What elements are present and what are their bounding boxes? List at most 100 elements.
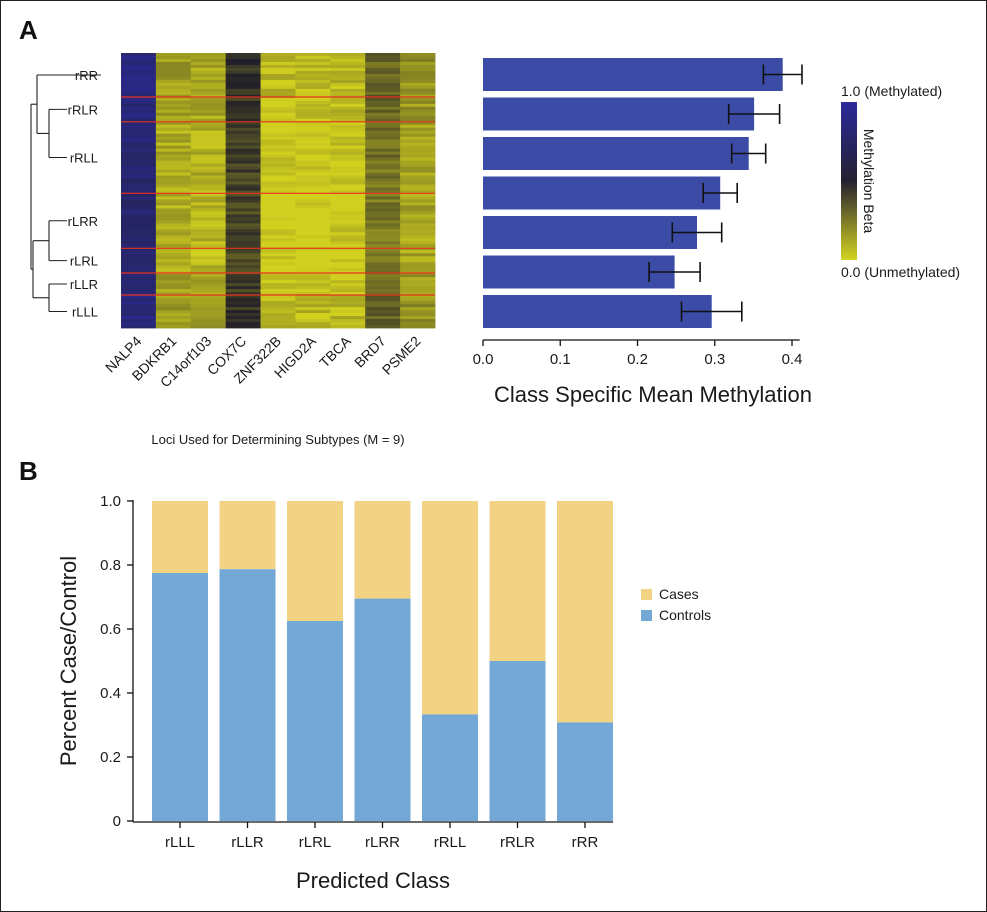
heatmap-cell [365,160,401,164]
heatmap-cell [121,208,157,212]
heatmap-cell [121,85,157,90]
bar-x-tick-label: 0.0 [473,351,494,368]
heatmap-cell [400,316,436,320]
heatmap-x-axis-title: Loci Used for Determining Subtypes (M = … [151,432,404,447]
heatmap-cell [295,53,331,57]
heatmap-cell [330,262,366,266]
mean-methylation-bar [483,176,721,210]
heatmap-cell [121,217,157,221]
heatmap-cell [155,160,192,164]
heatmap-cell [260,109,296,114]
heatmap-cell [330,307,366,311]
stack-legend-label: Controls [659,607,711,623]
heatmap-cell [365,277,401,281]
heatmap-cell [155,187,192,191]
heatmap-cell [190,79,227,84]
heatmap-cell [400,211,436,215]
heatmap-cell [365,157,401,162]
heatmap-cell [365,181,401,185]
dendrogram-leaf-label: rLRL [70,254,98,269]
heatmap-cell [330,124,366,129]
heatmap-cell [330,241,366,245]
heatmap-cell [295,181,331,185]
heatmap-cell [121,103,157,108]
heatmap-cell [155,91,192,96]
heatmap-cell [400,292,436,296]
heatmap-cell [400,103,436,108]
heatmap-cell [400,259,436,263]
controls-bar-segment [557,722,613,821]
heatmap-cell [121,118,157,123]
heatmap-cell [155,199,192,203]
heatmap-cell [260,88,296,93]
heatmap-cell [400,181,436,185]
heatmap-cell [190,202,227,206]
heatmap-cell [400,223,436,227]
heatmap-cell [121,55,157,60]
heatmap-cell [190,280,227,284]
heatmap-cell [330,73,366,78]
heatmap-cell [121,73,157,78]
heatmap-cell [260,76,296,81]
heatmap-cell [155,103,192,108]
heatmap-cell [155,175,192,179]
heatmap-cell [121,220,157,224]
heatmap-cell [365,211,401,215]
heatmap-cell [260,211,296,215]
heatmap-cell [260,91,296,96]
heatmap-cell [190,181,227,185]
heatmap-cell [295,283,331,287]
heatmap-cell [121,250,157,254]
heatmap-cell [190,166,227,170]
heatmap-cell [155,79,192,84]
heatmap-cell [260,217,296,221]
heatmap-cell [365,199,401,203]
heatmap-cell [365,322,401,326]
heatmap-cell [225,61,261,66]
heatmap-cell [400,76,436,81]
heatmap-cell [365,109,401,114]
heatmap-cell [155,67,192,72]
heatmap-cell [295,313,331,317]
heatmap-cell [365,298,401,302]
heatmap-cell [155,127,192,132]
heatmap-cell [190,136,227,141]
heatmap-cell [155,106,192,111]
heatmap-cell [365,250,401,254]
heatmap-cell [225,247,261,251]
heatmap-cell [295,151,331,156]
heatmap-cell [155,217,192,221]
heatmap-cell [365,148,401,153]
heatmap-cell [190,193,227,197]
heatmap-cell [295,172,331,176]
heatmap-cell [190,205,227,209]
heatmap-cell [295,247,331,251]
heatmap-cell [400,139,436,144]
heatmap-cell [260,64,296,69]
heatmap-cell [330,136,366,141]
heatmap-cell [365,154,401,159]
heatmap-cell [295,316,331,320]
heatmap-cell [190,184,227,188]
heatmap-cell [400,53,436,57]
heatmap-cell [121,262,157,266]
heatmap-cell [155,73,192,78]
heatmap-cell [365,226,401,230]
heatmap-cell [225,196,261,200]
heatmap-cell [190,130,227,135]
heatmap-cell [295,301,331,305]
heatmap-cell [295,58,331,63]
heatmap-cell [330,286,366,290]
heatmap-cell [260,322,296,326]
heatmap-cell [190,301,227,305]
heatmap-cell [121,109,157,114]
heatmap-cell [400,136,436,141]
heatmap-cell [365,310,401,314]
heatmap-cell [155,268,192,272]
heatmap-cell [155,151,192,156]
heatmap-cell [295,193,331,197]
heatmap-cell [225,133,261,138]
heatmap-cell [260,103,296,108]
heatmap-cell [225,322,261,326]
heatmap-cell [400,265,436,269]
